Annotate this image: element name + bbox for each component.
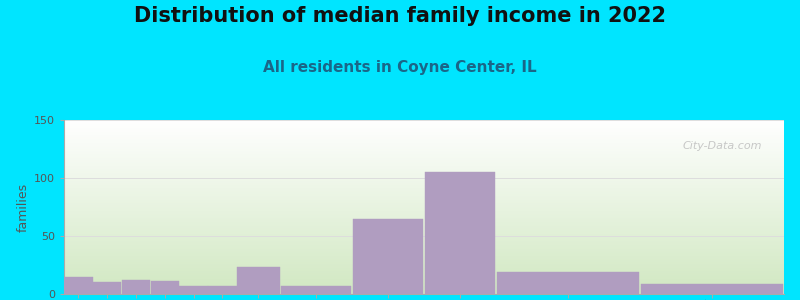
- Text: City-Data.com: City-Data.com: [683, 141, 762, 151]
- Y-axis label: families: families: [17, 182, 30, 232]
- Text: All residents in Coyne Center, IL: All residents in Coyne Center, IL: [263, 60, 537, 75]
- Bar: [93, 282, 122, 294]
- Bar: [122, 280, 150, 294]
- Bar: [642, 284, 782, 294]
- Bar: [64, 277, 93, 294]
- Bar: [498, 272, 638, 294]
- Bar: [281, 286, 351, 294]
- Bar: [179, 286, 208, 294]
- Bar: [353, 219, 423, 294]
- Bar: [150, 281, 179, 294]
- Text: Distribution of median family income in 2022: Distribution of median family income in …: [134, 6, 666, 26]
- Bar: [208, 286, 237, 294]
- Bar: [425, 172, 495, 294]
- Bar: [238, 267, 279, 294]
